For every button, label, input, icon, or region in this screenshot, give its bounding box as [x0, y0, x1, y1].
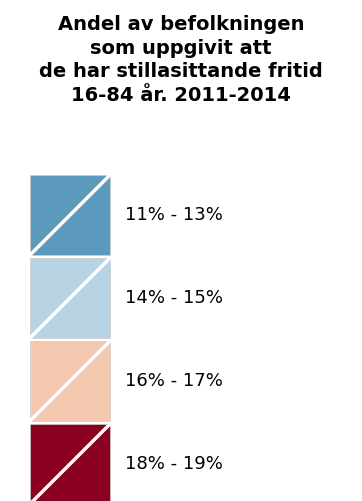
Bar — [30, 175, 110, 255]
Text: 11% - 13%: 11% - 13% — [125, 206, 223, 224]
Bar — [30, 341, 110, 421]
Text: 14% - 15%: 14% - 15% — [125, 289, 223, 307]
Bar — [30, 424, 110, 501]
Bar — [30, 258, 110, 338]
Text: 16% - 17%: 16% - 17% — [125, 372, 223, 390]
Text: Andel av befolkningen
som uppgivit att
de har stillasittande fritid
16-84 år. 20: Andel av befolkningen som uppgivit att d… — [39, 15, 323, 105]
Text: 18% - 19%: 18% - 19% — [125, 455, 223, 473]
